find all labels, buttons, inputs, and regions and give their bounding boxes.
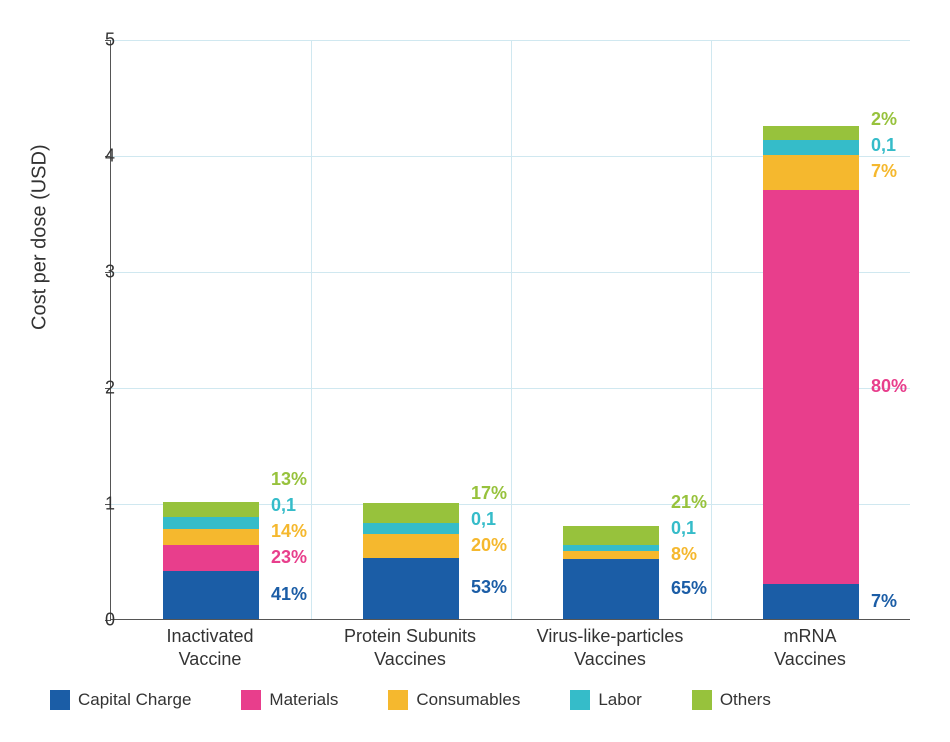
- ytick-label: 3: [75, 262, 115, 283]
- pct-label-materials: 80%: [871, 376, 907, 397]
- seg-others: [363, 503, 459, 523]
- pct-label-consumables: 20%: [471, 535, 507, 556]
- legend-item-consumables: Consumables: [388, 690, 520, 710]
- legend-label: Others: [720, 690, 771, 710]
- legend-swatch: [570, 690, 590, 710]
- legend-item-materials: Materials: [241, 690, 338, 710]
- seg-consumables: [163, 529, 259, 545]
- ytick-label: 5: [75, 30, 115, 51]
- legend-label: Labor: [598, 690, 641, 710]
- seg-others: [763, 126, 859, 140]
- ytick-label: 2: [75, 378, 115, 399]
- legend-label: Capital Charge: [78, 690, 191, 710]
- ytick-label: 1: [75, 494, 115, 515]
- xtick-label: InactivatedVaccine: [110, 625, 310, 672]
- pct-label-capital: 41%: [271, 584, 307, 605]
- pct-label-labor: 0,1: [871, 135, 896, 156]
- legend-item-labor: Labor: [570, 690, 641, 710]
- pct-label-capital: 53%: [471, 577, 507, 598]
- legend-swatch: [241, 690, 261, 710]
- bar-mrna: 7%80%7%0,12%: [763, 126, 859, 619]
- ytick-label: 0: [75, 610, 115, 631]
- gridline-v: [511, 40, 512, 619]
- seg-labor: [363, 523, 459, 535]
- legend-swatch: [50, 690, 70, 710]
- pct-label-others: 2%: [871, 109, 897, 130]
- legend-item-capital: Capital Charge: [50, 690, 191, 710]
- seg-capital: [563, 559, 659, 619]
- pct-label-labor: 0,1: [671, 518, 696, 539]
- pct-label-consumables: 14%: [271, 521, 307, 542]
- seg-others: [563, 526, 659, 545]
- legend-swatch: [388, 690, 408, 710]
- pct-label-consumables: 8%: [671, 544, 697, 565]
- pct-label-capital: 7%: [871, 591, 897, 612]
- xtick-label: Protein SubunitsVaccines: [310, 625, 510, 672]
- pct-label-others: 13%: [271, 469, 307, 490]
- bar-inactivated: 41%23%14%0,113%: [163, 502, 259, 619]
- seg-consumables: [363, 534, 459, 557]
- seg-labor: [563, 545, 659, 551]
- bar-vlp: 65%8%0,121%: [563, 526, 659, 619]
- legend-item-others: Others: [692, 690, 771, 710]
- seg-capital: [363, 558, 459, 619]
- pct-label-labor: 0,1: [271, 495, 296, 516]
- seg-capital: [763, 584, 859, 619]
- pct-label-others: 17%: [471, 483, 507, 504]
- seg-consumables: [563, 551, 659, 558]
- pct-label-others: 21%: [671, 492, 707, 513]
- plot-area: 41%23%14%0,113%53%20%0,117%65%8%0,121%7%…: [110, 40, 910, 620]
- legend-label: Materials: [269, 690, 338, 710]
- pct-label-capital: 65%: [671, 578, 707, 599]
- xtick-label: Virus-like-particlesVaccines: [510, 625, 710, 672]
- pct-label-materials: 23%: [271, 547, 307, 568]
- y-axis-label: Cost per dose (USD): [29, 144, 52, 330]
- legend-label: Consumables: [416, 690, 520, 710]
- ytick-label: 4: [75, 146, 115, 167]
- seg-materials: [763, 190, 859, 584]
- seg-consumables: [763, 155, 859, 190]
- gridline-v: [711, 40, 712, 619]
- xtick-label: mRNAVaccines: [710, 625, 910, 672]
- gridline-v: [311, 40, 312, 619]
- bar-protein: 53%20%0,117%: [363, 503, 459, 619]
- seg-capital: [163, 571, 259, 619]
- seg-labor: [763, 140, 859, 155]
- chart-container: Cost per dose (USD) 41%23%14%0,113%53%20…: [20, 20, 930, 722]
- pct-label-labor: 0,1: [471, 509, 496, 530]
- legend-swatch: [692, 690, 712, 710]
- seg-materials: [163, 545, 259, 572]
- legend: Capital Charge Materials Consumables Labor O…: [50, 690, 771, 710]
- seg-others: [163, 502, 259, 517]
- pct-label-consumables: 7%: [871, 161, 897, 182]
- seg-labor: [163, 517, 259, 529]
